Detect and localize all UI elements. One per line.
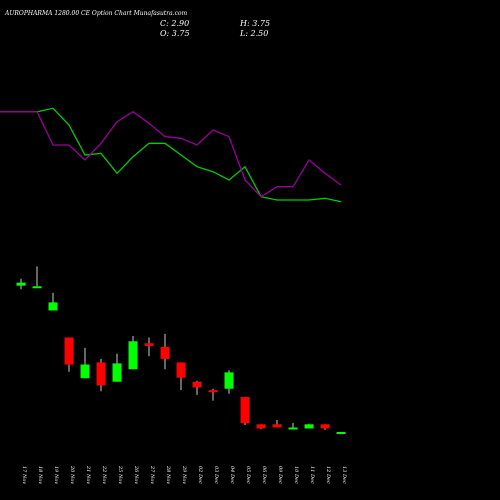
candle-body	[80, 364, 90, 379]
candle-body	[32, 286, 42, 289]
x-tick-label: 28 Nov	[165, 465, 171, 484]
candle-body	[192, 381, 202, 388]
open-price-label: O: 3.75	[160, 29, 190, 38]
candle	[96, 358, 106, 392]
candle	[32, 266, 42, 289]
candles	[16, 266, 346, 434]
x-tick-label: 29 Nov	[181, 465, 187, 484]
candle	[128, 335, 138, 370]
candle-body	[64, 337, 74, 365]
candle-body	[288, 427, 298, 430]
x-tick-label: 05 Dec	[245, 466, 251, 484]
candle	[192, 380, 202, 395]
candle-body	[96, 362, 106, 386]
candle	[304, 423, 314, 429]
indicator-lines	[0, 107, 342, 203]
x-tick-label: 21 Nov	[85, 465, 91, 484]
candle-body	[320, 424, 330, 429]
page-title: AUROPHARMA 1280.00 CE Option Chart Munaf…	[5, 10, 188, 17]
x-tick-label: 04 Dec	[229, 466, 235, 484]
candle	[336, 432, 346, 434]
candle	[112, 353, 122, 382]
candle-body	[128, 341, 138, 370]
candle	[160, 333, 170, 370]
x-tick-label: 09 Dec	[277, 466, 283, 484]
x-tick-label: 12 Dec	[325, 466, 331, 484]
candle	[272, 419, 282, 428]
candle	[48, 292, 58, 311]
close-price-label: C: 2.90	[160, 19, 190, 28]
x-tick-label: 19 Nov	[53, 466, 59, 484]
candle-body	[224, 372, 234, 389]
candle-body	[256, 424, 266, 429]
x-tick-label: 27 Nov	[149, 465, 155, 484]
candle-body	[160, 346, 170, 359]
x-tick-label: 11 Dec	[309, 466, 315, 484]
candle	[80, 347, 90, 379]
candle	[208, 388, 218, 401]
x-tick-label: 20 Nov	[69, 465, 75, 484]
x-tick-label: 02 Dec	[197, 466, 203, 484]
low-price-label: L: 2.50	[240, 29, 269, 38]
high-price-label: H: 3.75	[240, 19, 271, 28]
candle-body	[272, 424, 282, 428]
x-tick-label: 17 Nov	[21, 466, 27, 484]
candle	[288, 422, 298, 430]
candle	[320, 424, 330, 430]
candle	[144, 337, 154, 357]
candle-body	[240, 397, 250, 424]
x-tick-label: 22 Nov	[101, 465, 107, 484]
x-tick-label: 25 Nov	[117, 465, 123, 484]
x-tick-label: 10 Dec	[293, 466, 299, 484]
candle-body	[16, 282, 26, 286]
x-tick-label: 26 Nov	[133, 465, 139, 484]
candle	[16, 278, 26, 290]
candle-body	[208, 390, 218, 393]
candle-body	[336, 432, 346, 434]
lower-line	[0, 110, 342, 198]
upper-line	[0, 107, 342, 203]
candle	[64, 337, 74, 372]
candle	[176, 362, 186, 391]
candle	[240, 397, 250, 425]
candle-body	[112, 363, 122, 382]
x-axis-labels: 17 Nov 18 Nov 19 Nov 20 Nov 21 Nov 22 Nov 25 N…	[21, 465, 347, 484]
x-tick-label: 13 Dec	[341, 466, 347, 484]
candle-body	[48, 302, 58, 311]
candle	[256, 424, 266, 430]
x-tick-label: 06 Dec	[261, 466, 267, 484]
candle-body	[176, 362, 186, 378]
candle-body	[144, 343, 154, 346]
x-tick-label: 03 Dec	[213, 466, 219, 484]
candle	[224, 370, 234, 394]
candle-body	[304, 424, 314, 429]
x-tick-label: 18 Nov	[37, 466, 43, 484]
